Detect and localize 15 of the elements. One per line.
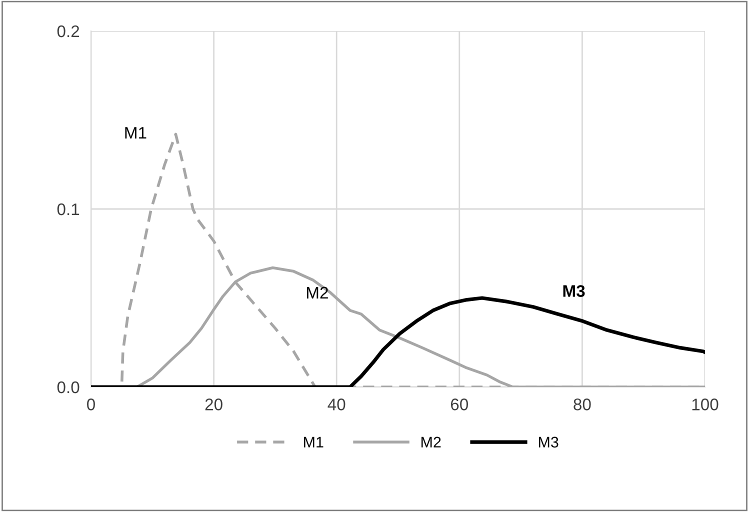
x-tick-label: 20 (205, 398, 222, 410)
annotation: M1 (125, 127, 146, 139)
y-tick-label: 0.2 (57, 25, 80, 38)
legend-label: M3 (538, 436, 558, 448)
legend-label: M1 (304, 436, 324, 448)
x-tick-label: 100 (692, 398, 718, 410)
y-tick-label: 0.1 (57, 203, 80, 216)
annotation: M3 (563, 285, 585, 297)
y-tick-label: 0.0 (57, 381, 80, 394)
x-tick-label: 40 (328, 398, 346, 410)
annotation: M2 (306, 286, 328, 298)
x-tick-label: 80 (574, 398, 591, 410)
x-tick-label: 0 (87, 398, 95, 410)
x-tick-label: 60 (450, 398, 468, 410)
legend-label: M2 (421, 436, 441, 448)
